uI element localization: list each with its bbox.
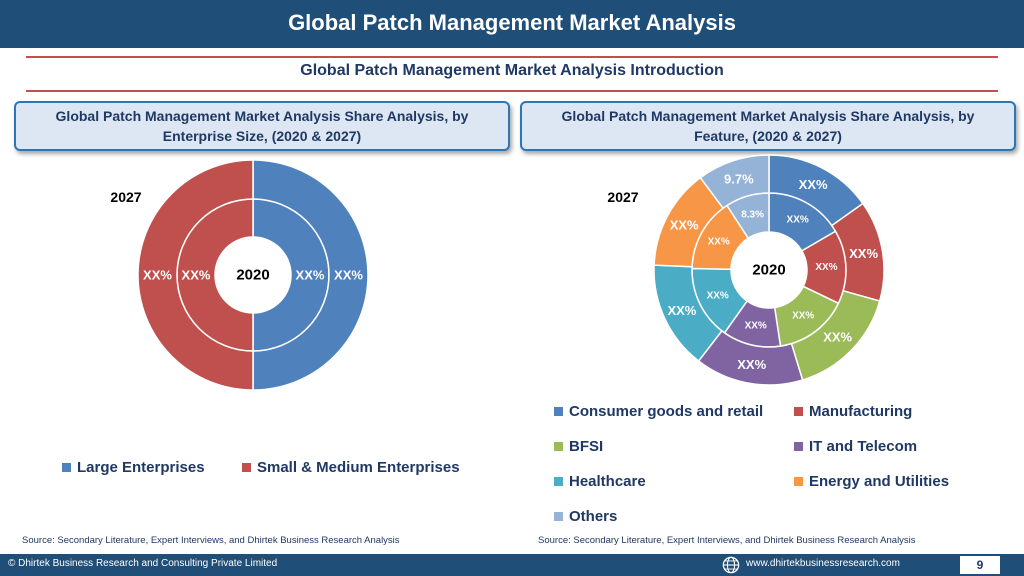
left-source-note: Source: Secondary Literature, Expert Int…	[22, 535, 400, 546]
legend-others: Others	[554, 508, 617, 525]
legend-label: Large Enterprises	[77, 459, 205, 476]
right-chart-title-line2: Feature, (2020 & 2027)	[694, 128, 842, 144]
chart1-ring-2027-label-4: XX%	[667, 303, 696, 318]
chart0-ring-2027-label-1: XX%	[143, 268, 172, 283]
chart1-ring-2027-label-3: XX%	[737, 357, 766, 372]
left-chart-title-box: Global Patch Management Market Analysis …	[14, 101, 510, 151]
left-chart-title-line2: Enterprise Size, (2020 & 2027)	[162, 128, 362, 144]
chart1-center-year: 2020	[752, 262, 785, 279]
right-chart-title-line1: Global Patch Management Market Analysis …	[561, 108, 975, 124]
footer-copyright: © Dhirtek Business Research and Consulti…	[8, 558, 278, 569]
legend-consumer-goods: Consumer goods and retail	[554, 403, 763, 420]
legend-manufacturing: Manufacturing	[794, 403, 912, 420]
legend-swatch	[794, 442, 803, 451]
chart0-ring-2027-label-0: XX%	[334, 268, 363, 283]
chart1-ring-2020-label-3: XX%	[745, 320, 767, 331]
bottom-divider	[26, 90, 998, 92]
legend-label: Small & Medium Enterprises	[257, 459, 460, 476]
chart0-center-year: 2020	[236, 267, 269, 284]
legend-swatch	[62, 463, 71, 472]
legend-label: Others	[569, 508, 618, 525]
legend-label: Manufacturing	[809, 403, 913, 420]
legend-swatch	[554, 442, 563, 451]
chart1-ring-2020-label-4: XX%	[707, 290, 729, 301]
legend-label: BFSI	[569, 438, 604, 455]
footer-bar	[0, 554, 1024, 576]
chart1-ring-2027-label-6: 9.7%	[724, 171, 754, 186]
left-chart-title-line1: Global Patch Management Market Analysis …	[55, 108, 469, 124]
legend-swatch	[794, 477, 803, 486]
section-subtitle: Global Patch Management Market Analysis …	[300, 62, 724, 79]
legend-swatch	[554, 512, 563, 521]
legend-energy-utilities: Energy and Utilities	[794, 473, 949, 490]
chart1-ring-2027-label-0: XX%	[799, 177, 828, 192]
chart1-ring-2020-label-1: XX%	[815, 262, 837, 273]
legend-swatch	[554, 477, 563, 486]
legend-label: IT and Telecom	[809, 438, 918, 455]
globe-icon	[722, 556, 740, 574]
chart1-ring-2027-label-2: XX%	[823, 330, 852, 345]
top-divider	[26, 56, 998, 58]
right-chart-title-box: Global Patch Management Market Analysis …	[520, 101, 1016, 151]
chart0-ring-2020-label-0: XX%	[296, 268, 325, 283]
chart0-ring-2027-slice-1	[137, 159, 254, 391]
footer-website[interactable]: www.dhirtekbusinessresearch.com	[746, 558, 900, 569]
chart1-ring-2027-slice-6	[699, 154, 770, 210]
legend-it-telecom: IT and Telecom	[794, 438, 917, 455]
chart1-ring-2020-label-0: XX%	[787, 215, 809, 226]
page-number: 9	[960, 556, 1000, 574]
right-outer-year-label: 2027	[607, 189, 638, 205]
legend-swatch	[554, 407, 563, 416]
legend-label: Consumer goods and retail	[569, 403, 764, 420]
chart1-ring-2020-label-2: XX%	[792, 311, 814, 322]
chart1-ring-2020-label-5: XX%	[708, 237, 730, 248]
left-outer-year-label: 2027	[110, 189, 141, 205]
legend-large-enterprises: Large Enterprises	[62, 459, 205, 476]
chart1-ring-2020-label-6: 8.3%	[741, 209, 764, 220]
chart0-ring-2020-label-1: XX%	[182, 268, 211, 283]
chart0-ring-2027-slice-0	[252, 159, 369, 391]
legend-label: Healthcare	[569, 473, 646, 490]
legend-bfsi: BFSI	[554, 438, 603, 455]
legend-swatch	[794, 407, 803, 416]
title-bar	[0, 0, 1024, 48]
page-title: Global Patch Management Market Analysis	[288, 10, 736, 35]
chart1-ring-2027-label-5: XX%	[670, 218, 699, 233]
right-source-note: Source: Secondary Literature, Expert Int…	[538, 535, 916, 546]
legend-swatch	[242, 463, 251, 472]
legend-healthcare: Healthcare	[554, 473, 646, 490]
legend-label: Energy and Utilities	[809, 473, 950, 490]
chart1-ring-2027-label-1: XX%	[849, 246, 878, 261]
legend-small-medium-enterprises: Small & Medium Enterprises	[242, 459, 460, 476]
